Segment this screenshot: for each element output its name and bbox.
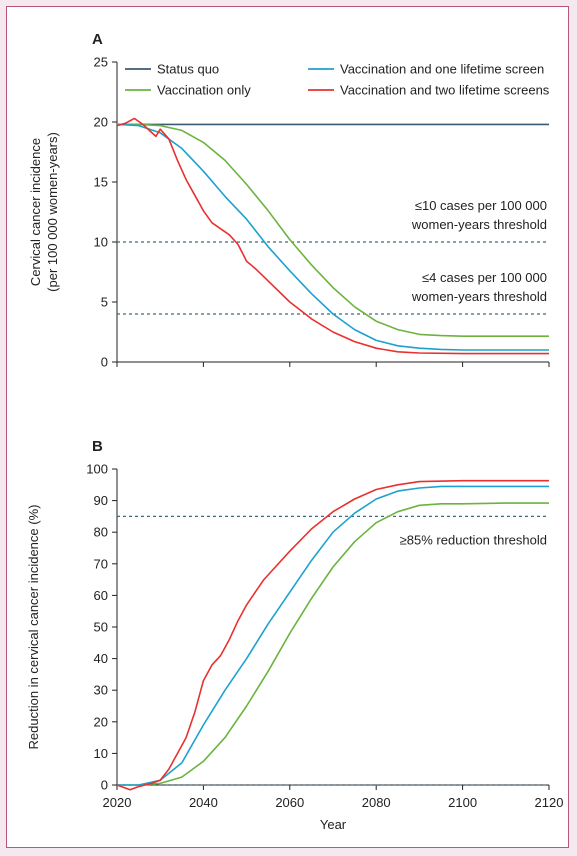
panel-a-y-label-line2: (per 100 000 women-years)	[45, 132, 60, 292]
panel-a-y-label-line1: Cervical cancer incidence	[28, 138, 43, 286]
panel-b-x-tick-label: 2060	[275, 795, 304, 810]
legend-label-0: Status quo	[157, 62, 219, 77]
panel-a-label: A	[92, 31, 103, 48]
panel-b-y-tick-label: 80	[94, 525, 108, 540]
legend-label-2: Vaccination and one lifetime screen	[340, 62, 544, 77]
panel-b-y-tick-label: 50	[94, 620, 108, 635]
panel-b-label: B	[92, 438, 103, 455]
legend-label-1: Vaccination only	[157, 83, 251, 98]
panel-b-series-line-1	[117, 485, 549, 786]
panel-b-x-tick-label: 2020	[103, 795, 132, 810]
panel-b-x-tick-label: 2040	[189, 795, 218, 810]
panel-a-y-tick-label: 0	[101, 355, 108, 370]
panel-a-y-tick-label: 10	[94, 235, 108, 250]
panel-b-y-tick-label: 0	[101, 778, 108, 793]
panel-b-y-tick-label: 70	[94, 556, 108, 571]
panel-b-y-tick-label: 40	[94, 651, 108, 666]
panel-b-y-tick-label: 10	[94, 746, 108, 761]
panel-b-series-line-2	[116, 479, 549, 791]
panel-b-y-label: Reduction in cervical cancer incidence (…	[26, 505, 41, 750]
panel-b-threshold-label: ≥85% reduction threshold	[400, 532, 547, 547]
panel-a-series-line-2	[116, 123, 549, 351]
panel-a-threshold-label-line1: ≤4 cases per 100 000	[422, 270, 547, 285]
panel-a-threshold-label-line2: women-years threshold	[411, 289, 547, 304]
panel-b-x-tick-label: 2100	[448, 795, 477, 810]
panel-b-x-tick-label: 2080	[362, 795, 391, 810]
panel-a-y-tick-label: 15	[94, 175, 108, 190]
panel-b-series-line-0	[117, 502, 549, 786]
panel-a-threshold-label-line1: ≤10 cases per 100 000	[415, 198, 547, 213]
panel-b-y-tick-label: 100	[86, 462, 108, 477]
panel-a-y-tick-label: 5	[101, 295, 108, 310]
figure-frame	[6, 6, 569, 848]
panel-a-series-line-3	[116, 117, 549, 355]
panel-b-x-tick-label: 2120	[535, 795, 564, 810]
panel-a-threshold-label-line2: women-years threshold	[411, 217, 547, 232]
panel-b-x-label: Year	[320, 817, 347, 832]
panel-a-y-tick-label: 25	[94, 55, 108, 70]
legend-label-3: Vaccination and two lifetime screens	[340, 83, 550, 98]
panel-a-y-tick-label: 20	[94, 115, 108, 130]
panel-b-y-tick-label: 30	[94, 683, 108, 698]
panel-b-y-tick-label: 60	[94, 588, 108, 603]
panel-b-y-tick-label: 20	[94, 714, 108, 729]
panel-b-y-tick-label: 90	[94, 493, 108, 508]
panel-a-series-line-1	[117, 123, 549, 337]
